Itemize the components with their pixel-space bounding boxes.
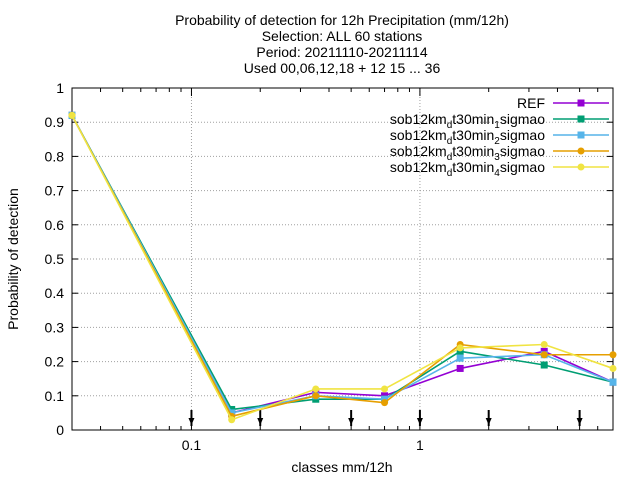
y-axis-label: Probability of detection bbox=[5, 188, 21, 330]
data-point bbox=[68, 111, 76, 119]
class-boundary-marker bbox=[188, 410, 195, 426]
legend-label: sob12kmdt30min4sigmao bbox=[390, 159, 545, 179]
data-point bbox=[381, 385, 389, 393]
title-line: Period: 20211110-20211114 bbox=[256, 44, 427, 60]
legend-swatch-marker bbox=[577, 115, 585, 123]
data-point bbox=[228, 416, 236, 424]
data-point bbox=[312, 385, 320, 393]
x-tick-label: 1 bbox=[416, 437, 424, 453]
chart-title: Probability of detection for 12h Precipi… bbox=[175, 12, 509, 76]
class-boundary-marker bbox=[485, 410, 492, 426]
legend-item: sob12kmdt30min1sigmao bbox=[390, 111, 609, 131]
legend-item: REF bbox=[517, 95, 609, 111]
y-tick-label: 0.4 bbox=[45, 285, 65, 301]
class-boundary-arrow bbox=[188, 418, 195, 425]
legend-item: sob12kmdt30min4sigmao bbox=[390, 159, 609, 179]
x-axis-label: classes mm/12h bbox=[291, 459, 392, 475]
legend-label: REF bbox=[517, 95, 545, 111]
y-tick-label: 0.9 bbox=[45, 114, 65, 130]
class-boundary-arrow bbox=[416, 418, 423, 425]
data-point bbox=[456, 344, 464, 352]
data-point bbox=[456, 354, 464, 362]
series-4 bbox=[68, 111, 617, 424]
class-boundary-arrow bbox=[257, 418, 264, 425]
y-tick-label: 0.8 bbox=[45, 148, 65, 164]
legend: REFsob12kmdt30min1sigmaosob12kmdt30min2s… bbox=[390, 95, 609, 179]
legend-swatch-marker bbox=[577, 147, 585, 155]
y-tick-label: 0.7 bbox=[45, 183, 65, 199]
legend-item: sob12kmdt30min3sigmao bbox=[390, 143, 609, 163]
y-tick-label: 0.6 bbox=[45, 217, 65, 233]
legend-label: sob12kmdt30min2sigmao bbox=[390, 127, 545, 147]
data-point bbox=[609, 378, 617, 386]
class-boundary-arrow bbox=[348, 418, 355, 425]
data-point bbox=[540, 351, 548, 359]
y-tick-label: 0.2 bbox=[45, 354, 65, 370]
series bbox=[68, 111, 617, 424]
data-point bbox=[456, 364, 464, 372]
class-boundary-arrow bbox=[576, 418, 583, 425]
title-line: Probability of detection for 12h Precipi… bbox=[175, 12, 509, 28]
legend-label: sob12kmdt30min3sigmao bbox=[390, 143, 545, 163]
axes: 0 0.1 0.2 0.3 0.4 0.5 0.6 0.7 0.8 0.9 1 0.1 1 bbox=[45, 80, 614, 453]
class-boundary-arrow bbox=[485, 418, 492, 425]
title-line: Used 00,06,12,18 + 12 15 ... 36 bbox=[244, 60, 441, 76]
legend-label: sob12kmdt30min1sigmao bbox=[390, 111, 545, 131]
class-boundary-marker bbox=[348, 410, 355, 426]
class-boundary-marker bbox=[576, 410, 583, 426]
class-markers bbox=[188, 410, 583, 426]
x-tick-label: 0.1 bbox=[182, 437, 202, 453]
data-point bbox=[381, 399, 389, 407]
data-point bbox=[609, 351, 617, 359]
legend-swatch-marker bbox=[577, 131, 585, 139]
y-tick-label: 0.3 bbox=[45, 319, 65, 335]
data-point bbox=[609, 364, 617, 372]
legend-item: sob12kmdt30min2sigmao bbox=[390, 127, 609, 147]
y-tick-label: 0.1 bbox=[45, 388, 65, 404]
y-tick-label: 1 bbox=[56, 80, 64, 96]
y-tick-label: 0 bbox=[56, 422, 64, 438]
title-line: Selection: ALL 60 stations bbox=[262, 28, 423, 44]
class-boundary-marker bbox=[257, 410, 264, 426]
y-tick-label: 0.5 bbox=[45, 251, 65, 267]
data-point bbox=[540, 361, 548, 369]
legend-swatch-marker bbox=[577, 163, 585, 171]
data-point bbox=[312, 392, 320, 400]
grid bbox=[72, 88, 613, 430]
class-boundary-marker bbox=[416, 410, 423, 426]
data-point bbox=[540, 341, 548, 348]
legend-swatch-marker bbox=[577, 99, 585, 107]
